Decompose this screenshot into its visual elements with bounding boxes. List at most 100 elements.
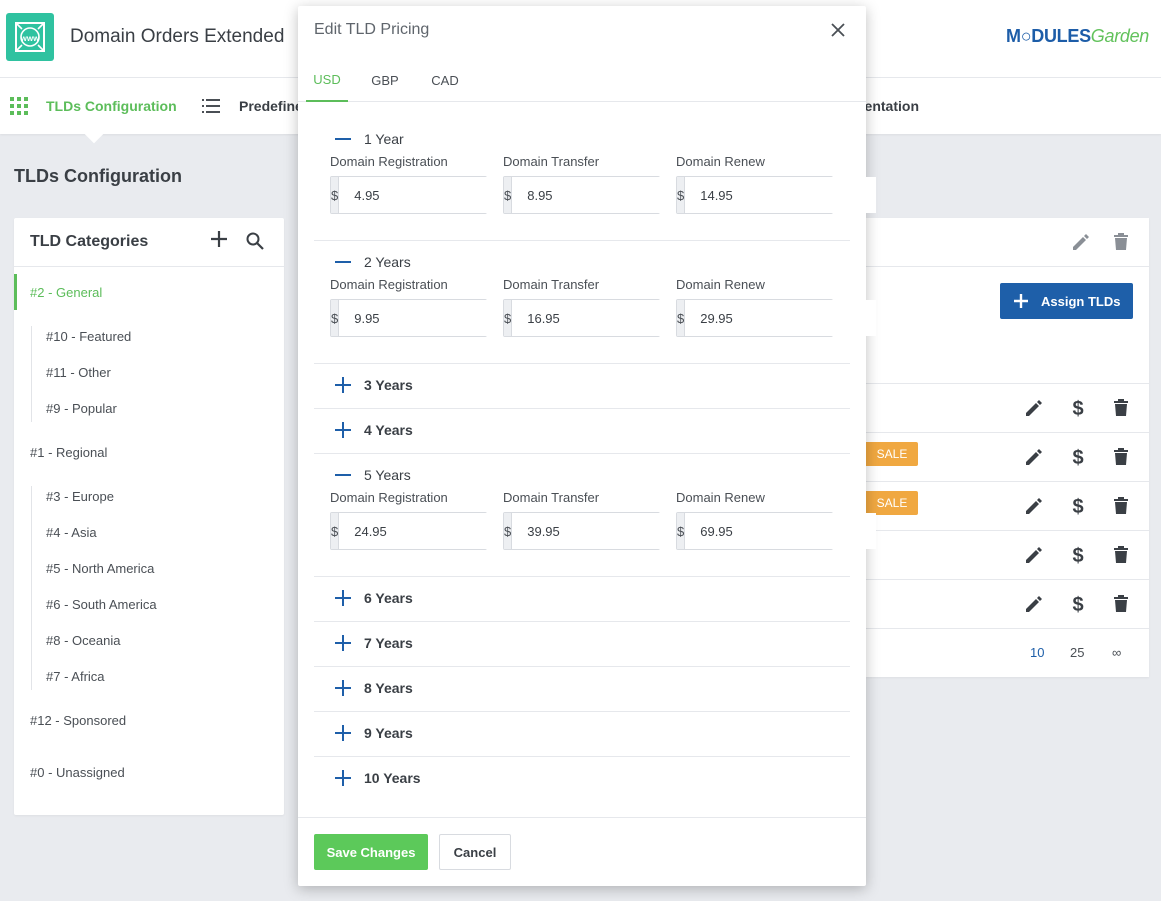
plus-icon: [335, 422, 351, 438]
period-1-year-toggle[interactable]: 1 Year: [314, 117, 850, 161]
edit-icon[interactable]: [1025, 546, 1043, 564]
tab-cad[interactable]: CAD: [431, 72, 459, 88]
period-3-years-toggle[interactable]: 3 Years: [314, 363, 850, 407]
field-label-registration: Domain Registration: [330, 154, 448, 169]
category-sponsored[interactable]: #12 - Sponsored: [30, 713, 127, 728]
dollar-icon[interactable]: $: [1072, 397, 1084, 419]
category-asia[interactable]: #4 - Asia: [46, 525, 97, 540]
page-title: TLDs Configuration: [14, 166, 182, 186]
category-regional[interactable]: #1 - Regional: [30, 445, 108, 460]
page-size-10[interactable]: 10: [1030, 645, 1045, 660]
assign-tlds-label: Assign TLDs: [1041, 293, 1121, 309]
tab-usd[interactable]: USD: [306, 58, 348, 102]
grid-icon: [10, 97, 28, 115]
edit-icon[interactable]: [1025, 448, 1043, 466]
period-label: 1 Year: [364, 131, 404, 147]
category-south-america[interactable]: #6 - South America: [46, 597, 157, 612]
currency-prefix: $: [504, 513, 513, 549]
nav-predefined[interactable]: Predefine: [202, 78, 303, 134]
page-size-25[interactable]: 25: [1070, 645, 1085, 660]
renew-price-field: $: [676, 512, 877, 550]
trash-icon[interactable]: [1113, 496, 1129, 515]
category-europe[interactable]: #3 - Europe: [46, 489, 114, 504]
period-7-years-toggle[interactable]: 7 Years: [314, 621, 850, 665]
category-general[interactable]: #2 - General: [30, 285, 103, 300]
active-category-indicator: [14, 274, 17, 310]
edit-icon[interactable]: [1025, 595, 1043, 613]
plus-icon: [335, 725, 351, 741]
renew-price-input[interactable]: [685, 513, 877, 549]
category-north-america[interactable]: #5 - North America: [46, 561, 155, 576]
section-divider: [314, 408, 850, 409]
currency-prefix: $: [677, 177, 686, 213]
tab-gbp[interactable]: GBP: [371, 72, 399, 88]
save-changes-button[interactable]: Save Changes: [314, 834, 428, 870]
field-label-renew: Domain Renew: [676, 154, 765, 169]
trash-icon[interactable]: [1113, 398, 1129, 417]
registration-price-input[interactable]: [339, 513, 531, 549]
period-label: 6 Years: [364, 590, 413, 606]
period-label: 5 Years: [364, 467, 411, 483]
minus-icon: [335, 474, 351, 476]
category-oceania[interactable]: #8 - Oceania: [46, 633, 121, 648]
renew-price-input[interactable]: [685, 300, 877, 336]
period-6-years-toggle[interactable]: 6 Years: [314, 576, 850, 620]
transfer-price-input[interactable]: [512, 177, 704, 213]
registration-price-input[interactable]: [339, 177, 531, 213]
cancel-button[interactable]: Cancel: [439, 834, 511, 870]
period-8-years-toggle[interactable]: 8 Years: [314, 666, 850, 710]
nav-documentation[interactable]: nentation: [856, 78, 919, 134]
assign-tlds-button[interactable]: Assign TLDs: [1000, 283, 1133, 319]
period-label: 3 Years: [364, 377, 413, 393]
dollar-icon[interactable]: $: [1072, 446, 1084, 468]
category-africa[interactable]: #7 - Africa: [46, 669, 105, 684]
period-2-years-toggle[interactable]: 2 Years: [314, 240, 850, 284]
category-popular[interactable]: #9 - Popular: [46, 401, 117, 416]
registration-price-input[interactable]: [339, 300, 531, 336]
close-icon[interactable]: [827, 19, 849, 41]
period-9-years-toggle[interactable]: 9 Years: [314, 711, 850, 755]
nav-tlds-configuration[interactable]: TLDs Configuration: [10, 78, 177, 134]
currency-tabs: USD GBP CAD: [298, 58, 866, 102]
add-icon[interactable]: [210, 230, 228, 248]
nav-label: TLDs Configuration: [46, 98, 177, 114]
plus-icon: [335, 590, 351, 606]
dollar-icon[interactable]: $: [1072, 593, 1084, 615]
modal-footer-divider: [298, 817, 866, 818]
trash-icon[interactable]: [1113, 232, 1129, 251]
tree-line: [31, 326, 32, 422]
period-label: 7 Years: [364, 635, 413, 651]
field-label-registration: Domain Registration: [330, 490, 448, 505]
field-label-transfer: Domain Transfer: [503, 277, 600, 292]
edit-icon[interactable]: [1072, 233, 1090, 251]
transfer-price-input[interactable]: [512, 300, 704, 336]
field-label-registration: Domain Registration: [330, 277, 448, 292]
trash-icon[interactable]: [1113, 447, 1129, 466]
search-icon[interactable]: [246, 232, 264, 250]
category-unassigned[interactable]: #0 - Unassigned: [30, 765, 125, 780]
renew-price-input[interactable]: [685, 177, 877, 213]
svg-text:$: $: [1072, 398, 1083, 419]
list-icon: [202, 99, 220, 113]
transfer-price-input[interactable]: [512, 513, 704, 549]
trash-icon[interactable]: [1113, 545, 1129, 564]
page-size-all[interactable]: ∞: [1112, 645, 1122, 660]
section-divider: [314, 240, 850, 241]
category-featured[interactable]: #10 - Featured: [46, 329, 132, 344]
svg-text:$: $: [1072, 496, 1083, 517]
period-4-years-toggle[interactable]: 4 Years: [314, 408, 850, 452]
plus-icon: [335, 377, 351, 393]
dollar-icon[interactable]: $: [1072, 495, 1084, 517]
trash-icon[interactable]: [1113, 594, 1129, 613]
edit-icon[interactable]: [1025, 399, 1043, 417]
period-label: 10 Years: [364, 770, 421, 786]
category-other[interactable]: #11 - Other: [46, 365, 111, 380]
period-5-years-toggle[interactable]: 5 Years: [314, 453, 850, 497]
plus-icon: [335, 680, 351, 696]
edit-icon[interactable]: [1025, 497, 1043, 515]
currency-prefix: $: [504, 300, 513, 336]
tree-line: [31, 486, 32, 690]
table-row: [866, 628, 1149, 629]
dollar-icon[interactable]: $: [1072, 544, 1084, 566]
period-10-years-toggle[interactable]: 10 Years: [314, 756, 850, 800]
